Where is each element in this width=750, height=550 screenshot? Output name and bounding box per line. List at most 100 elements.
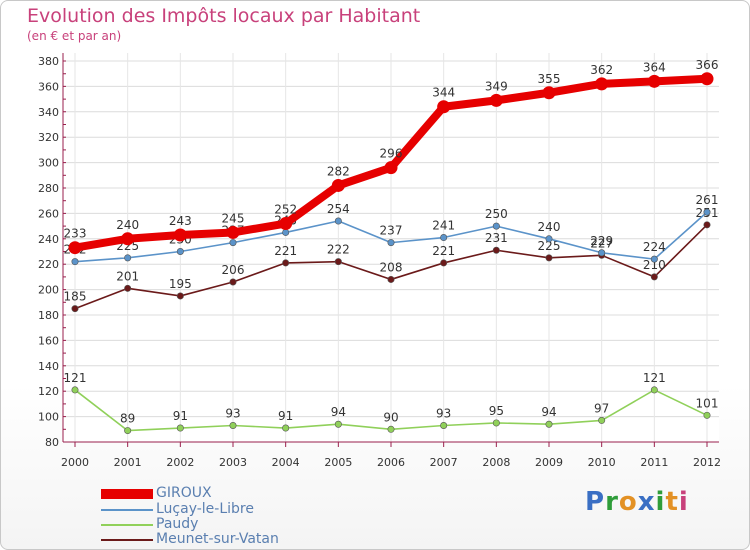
data-point-meunet-sur-vatan (334, 258, 342, 266)
chart-subtitle: (en € et par an) (27, 29, 122, 43)
data-label-paudy: 97 (594, 401, 609, 415)
proxiti-logo: Proxiti (585, 487, 689, 517)
data-point-lu-ay-le-libre (703, 208, 711, 216)
data-label-giroux: 245 (222, 211, 245, 225)
data-point-giroux (331, 178, 345, 192)
data-point-paudy (545, 420, 553, 428)
legend-label-paudy: Paudy (156, 516, 199, 532)
data-label-giroux: 252 (274, 203, 297, 217)
data-point-meunet-sur-vatan (71, 305, 79, 313)
data-label-lu-ay-le-libre: 240 (538, 220, 561, 234)
data-point-giroux (489, 93, 503, 107)
data-point-lu-ay-le-libre (176, 248, 184, 256)
data-label-meunet-sur-vatan: 221 (432, 244, 455, 258)
data-label-giroux: 240 (116, 218, 139, 232)
data-label-meunet-sur-vatan: 206 (222, 263, 245, 277)
logo-letter: r (605, 487, 619, 517)
x-tick-label: 2006 (377, 456, 405, 469)
data-point-meunet-sur-vatan (545, 254, 553, 262)
y-tick-label: 340 (38, 106, 59, 119)
data-point-giroux (595, 77, 609, 91)
data-label-lu-ay-le-libre: 237 (380, 224, 403, 238)
legend-swatch-paudy (101, 524, 153, 526)
data-label-lu-ay-le-libre: 261 (696, 193, 719, 207)
logo-letter: P (585, 487, 606, 517)
data-label-giroux: 362 (590, 63, 613, 77)
data-point-giroux (647, 74, 661, 88)
data-label-lu-ay-le-libre: 254 (327, 202, 350, 216)
x-tick-label: 2001 (114, 456, 142, 469)
legend-label-giroux: GIROUX (156, 485, 212, 501)
data-label-paudy: 94 (541, 405, 556, 419)
data-point-lu-ay-le-libre (440, 234, 448, 242)
data-point-lu-ay-le-libre (387, 239, 395, 247)
data-point-meunet-sur-vatan (440, 259, 448, 267)
data-label-paudy: 95 (489, 404, 504, 418)
x-tick-label: 2005 (324, 456, 352, 469)
data-label-paudy: 93 (436, 406, 451, 420)
chart-title: Evolution des Impôts locaux par Habitant (27, 5, 421, 27)
y-tick-label: 80 (45, 436, 59, 449)
data-point-paudy (176, 424, 184, 432)
data-label-meunet-sur-vatan: 231 (485, 231, 508, 245)
data-point-paudy (650, 386, 658, 394)
data-point-paudy (334, 420, 342, 428)
x-tick-label: 2011 (640, 456, 668, 469)
data-point-giroux (542, 86, 556, 100)
data-point-paudy (598, 416, 606, 424)
legend-label-meunet: Meunet-sur-Vatan (156, 531, 279, 547)
data-label-meunet-sur-vatan: 221 (274, 244, 297, 258)
data-label-giroux: 233 (64, 227, 87, 241)
data-point-paudy (492, 419, 500, 427)
data-label-paudy: 121 (64, 371, 87, 385)
data-point-giroux (437, 100, 451, 114)
data-point-lu-ay-le-libre (229, 239, 237, 247)
data-point-paudy (71, 386, 79, 394)
data-point-meunet-sur-vatan (229, 278, 237, 286)
data-label-meunet-sur-vatan: 195 (169, 277, 192, 291)
x-tick-label: 2003 (219, 456, 247, 469)
data-point-lu-ay-le-libre (124, 254, 132, 262)
data-point-meunet-sur-vatan (176, 292, 184, 300)
data-point-giroux (121, 232, 135, 246)
data-label-giroux: 344 (432, 86, 455, 100)
data-point-paudy (229, 421, 237, 429)
data-point-lu-ay-le-libre (492, 222, 500, 230)
x-tick-label: 2000 (61, 456, 89, 469)
y-tick-label: 160 (38, 334, 59, 347)
x-tick-label: 2007 (430, 456, 458, 469)
data-label-giroux: 282 (327, 164, 350, 178)
legend-swatch-giroux (101, 489, 153, 499)
data-label-lu-ay-le-libre: 241 (432, 219, 455, 233)
data-point-lu-ay-le-libre (282, 228, 290, 236)
data-label-paudy: 121 (643, 371, 666, 385)
x-tick-label: 2004 (272, 456, 300, 469)
data-label-paudy: 91 (278, 409, 293, 423)
logo-letter: x (637, 487, 656, 517)
x-tick-label: 2009 (535, 456, 563, 469)
data-label-paudy: 94 (331, 405, 346, 419)
data-point-paudy (387, 425, 395, 433)
y-tick-label: 380 (38, 55, 59, 68)
y-tick-label: 320 (38, 131, 59, 144)
y-tick-label: 200 (38, 284, 59, 297)
logo-letter: t (665, 487, 679, 517)
data-label-giroux: 364 (643, 60, 666, 74)
data-point-lu-ay-le-libre (650, 255, 658, 263)
data-label-meunet-sur-vatan: 222 (327, 243, 350, 257)
data-point-lu-ay-le-libre (334, 217, 342, 225)
data-label-meunet-sur-vatan: 210 (643, 258, 666, 272)
data-point-giroux (226, 225, 240, 239)
data-point-giroux (700, 72, 714, 86)
logo-letter: i (655, 487, 666, 517)
data-point-lu-ay-le-libre (598, 249, 606, 257)
data-label-meunet-sur-vatan: 185 (64, 290, 87, 304)
logo-letter: o (618, 487, 638, 517)
y-tick-label: 240 (38, 233, 59, 246)
data-point-giroux (279, 217, 293, 231)
data-point-lu-ay-le-libre (545, 235, 553, 243)
data-point-meunet-sur-vatan (124, 284, 132, 292)
data-point-meunet-sur-vatan (650, 273, 658, 281)
